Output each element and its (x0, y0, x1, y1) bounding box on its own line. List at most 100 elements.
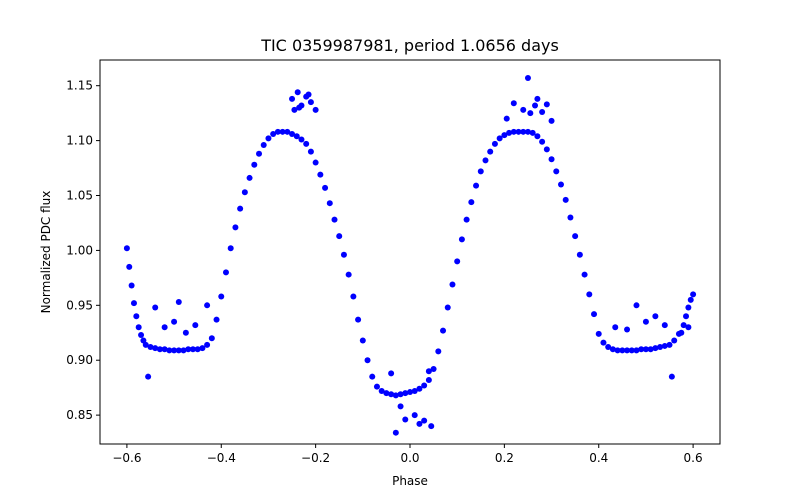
data-point (633, 302, 640, 309)
data-point (369, 373, 376, 380)
data-point (126, 263, 133, 270)
data-point (503, 115, 510, 122)
data-point (312, 159, 319, 166)
data-point (680, 322, 687, 329)
data-point (293, 133, 300, 140)
data-point (331, 216, 338, 223)
data-point (661, 342, 668, 349)
data-point (411, 412, 418, 419)
data-point (189, 346, 196, 353)
data-point (468, 199, 475, 206)
data-point (683, 313, 690, 320)
data-point (638, 346, 645, 353)
data-point (515, 128, 522, 135)
data-point (350, 293, 357, 300)
x-tick-label: −0.4 (207, 451, 236, 465)
data-point (487, 148, 494, 155)
data-point (600, 339, 607, 346)
data-point (586, 291, 593, 298)
data-point (373, 383, 380, 390)
plot-area (100, 60, 720, 444)
data-point (671, 337, 678, 344)
data-point (397, 403, 404, 410)
data-point (473, 182, 480, 189)
data-point (161, 346, 168, 353)
data-point (171, 347, 178, 354)
data-point (378, 387, 385, 394)
data-point (133, 313, 140, 320)
data-point (678, 329, 685, 336)
y-tick-label: 1.15 (66, 79, 93, 93)
data-point (204, 302, 211, 309)
data-point (208, 335, 215, 342)
data-point (237, 205, 244, 212)
data-point (510, 128, 517, 135)
data-point (407, 389, 413, 396)
data-point (458, 236, 465, 243)
data-point (307, 99, 314, 106)
data-point (182, 329, 189, 336)
data-point (652, 313, 659, 320)
data-point (289, 131, 296, 138)
data-point (392, 392, 399, 399)
data-point (657, 344, 664, 351)
data-point (340, 251, 347, 258)
data-point (222, 269, 229, 276)
x-axis-ticks: −0.6 −0.4 −0.2 0.0 0.2 0.4 0.6 (112, 444, 703, 465)
data-point (624, 326, 631, 333)
data-point (317, 171, 324, 178)
data-point (428, 423, 435, 430)
data-point (305, 91, 312, 98)
x-axis-label: Phase (392, 474, 428, 488)
data-point (614, 347, 621, 354)
data-point (265, 135, 272, 142)
data-point (279, 128, 286, 135)
data-point (246, 174, 253, 181)
data-point (534, 95, 541, 102)
data-point (421, 382, 428, 389)
data-point (138, 331, 145, 338)
y-tick-label: 1.10 (66, 134, 93, 148)
data-point (227, 245, 234, 252)
data-point (506, 129, 513, 136)
data-point (312, 106, 319, 113)
data-point (685, 304, 692, 311)
x-tick-label: 0.2 (495, 451, 514, 465)
data-point (477, 168, 484, 175)
data-point (152, 304, 159, 311)
data-point (633, 347, 640, 354)
data-point (435, 348, 442, 355)
data-point (402, 390, 409, 397)
data-point (553, 168, 560, 175)
data-point (383, 390, 390, 397)
data-point (548, 156, 555, 163)
x-tick-label: 0.0 (400, 451, 419, 465)
data-point (612, 324, 619, 331)
data-point (534, 133, 541, 140)
data-point (642, 318, 649, 325)
data-point (135, 324, 142, 331)
x-tick-label: 0.4 (589, 451, 608, 465)
data-point (392, 429, 399, 436)
data-point (397, 391, 404, 398)
data-point (491, 140, 498, 147)
data-point (595, 330, 602, 337)
data-point (232, 224, 239, 231)
data-point (296, 104, 303, 111)
data-point (501, 132, 508, 139)
y-tick-label: 1.05 (66, 189, 93, 203)
data-point (326, 200, 333, 207)
data-point (543, 101, 550, 108)
data-point (147, 344, 154, 351)
y-tick-label: 0.85 (66, 408, 93, 422)
data-point (685, 324, 692, 331)
y-axis-label: Normalized PDC flux (39, 191, 53, 314)
data-point (454, 258, 461, 265)
data-point (175, 299, 182, 306)
data-point (482, 157, 489, 164)
data-point (591, 311, 598, 318)
data-point (661, 322, 668, 329)
data-point (142, 341, 149, 348)
x-tick-label: −0.6 (112, 451, 141, 465)
